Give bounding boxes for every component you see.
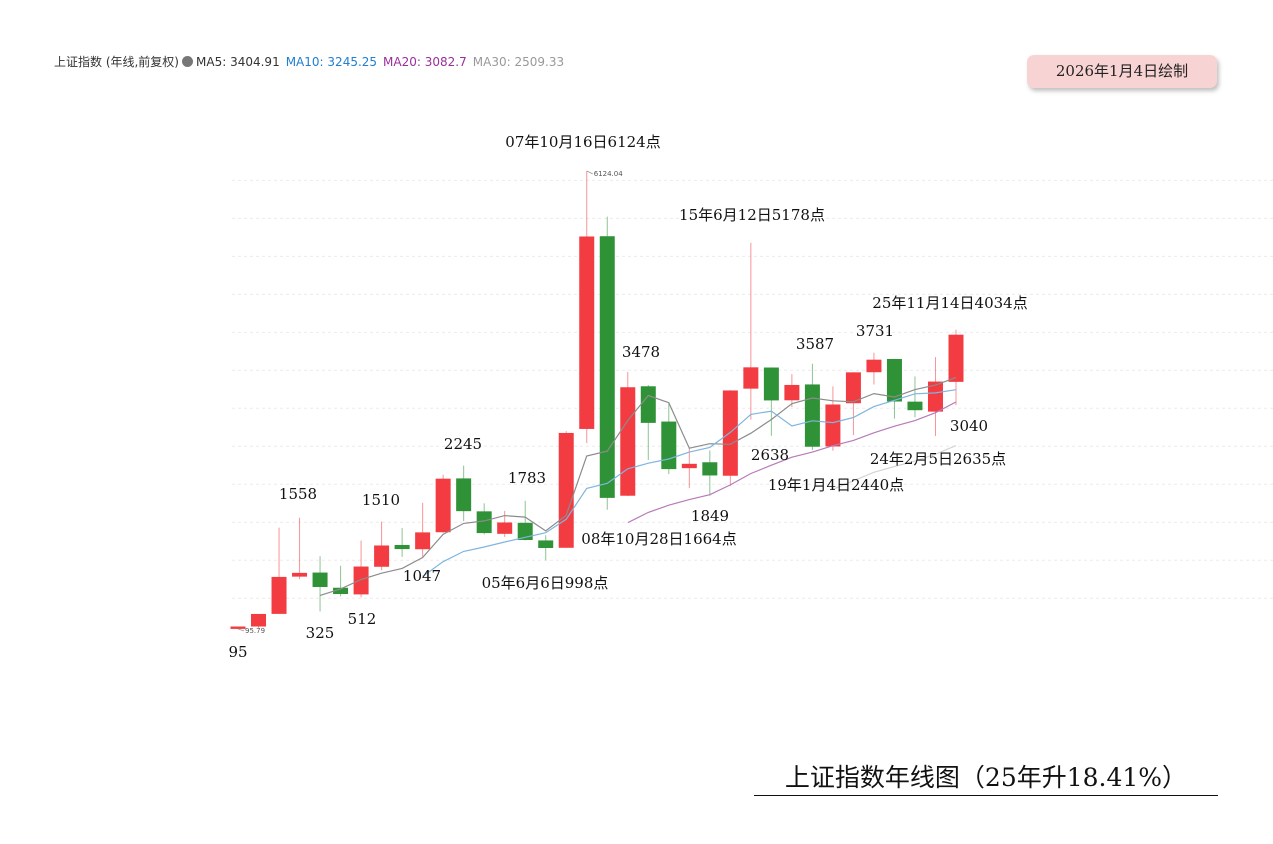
candle-body <box>292 572 308 577</box>
legend-value: 3082.7 <box>424 55 467 69</box>
candle-body <box>784 384 800 401</box>
candle-body <box>456 478 472 512</box>
ma-line <box>832 445 957 490</box>
candle-body <box>866 359 882 373</box>
candle-body <box>763 367 779 401</box>
ma-line <box>319 376 957 596</box>
candle-body <box>640 386 656 423</box>
candle-body <box>886 358 902 402</box>
legend-item: MA30 2509.33 <box>473 55 564 69</box>
candle-body <box>558 432 574 548</box>
max-marker: 6124.04 <box>594 170 623 178</box>
date-stamp: 2026年1月4日绘制 <box>1027 55 1217 88</box>
legend-value: 3404.91 <box>230 55 280 69</box>
annotation: 1558 <box>279 485 317 503</box>
min-marker: 95.79 <box>245 627 265 635</box>
candle-body <box>907 401 923 411</box>
annotation: 1510 <box>362 491 400 509</box>
legend-name: MA10 <box>286 55 324 69</box>
candle-body <box>845 372 861 404</box>
candle-body <box>415 532 431 550</box>
candle-body <box>825 404 841 447</box>
min-marker-line <box>237 628 245 632</box>
annotation: 2245 <box>444 435 482 453</box>
candle-body <box>271 576 287 614</box>
annotation: 08年10月28日1664点 <box>581 530 736 548</box>
candle-body <box>394 544 410 550</box>
ma-line <box>422 389 957 577</box>
annotation: 1047 <box>403 567 441 585</box>
legend-name: MA5 <box>196 55 226 69</box>
annotation: 25年11月14日4034点 <box>872 294 1027 312</box>
legend-item: MA20 3082.7 <box>383 55 467 69</box>
candle-body <box>230 626 246 629</box>
candle-body <box>927 381 943 412</box>
annotation: 05年6月6日998点 <box>482 574 609 592</box>
annotation: 95 <box>228 643 247 661</box>
candle-body <box>435 478 451 533</box>
candle-body <box>743 367 759 389</box>
annotation: 15年6月12日5178点 <box>679 206 825 224</box>
legend-name: MA20 <box>383 55 421 69</box>
chart-header: 上证指数 (年线,前复权) MA5 3404.91 MA10 3245.25 MA20… <box>54 53 570 70</box>
annotation: 3587 <box>796 335 834 353</box>
ma-line <box>627 401 957 524</box>
candle-body <box>948 334 964 382</box>
candle-body <box>661 421 677 470</box>
candle-body <box>620 387 636 496</box>
candle-body <box>579 236 595 429</box>
annotation: 3478 <box>622 343 660 361</box>
candle-body <box>599 236 615 498</box>
legend-name: MA30 <box>473 55 511 69</box>
candle-body <box>702 462 718 476</box>
annotation: 3731 <box>856 322 894 340</box>
header-title: 上证指数 (年线,前复权) <box>54 55 179 69</box>
chart-title: 上证指数年线图（25年升18.41%） <box>754 758 1218 796</box>
candle-body <box>312 572 328 587</box>
annotation: 512 <box>348 610 377 628</box>
candle-body <box>681 463 697 469</box>
annotation: 24年2月5日2635点 <box>870 450 1006 468</box>
candle-body <box>804 384 820 447</box>
candle-body <box>476 511 492 534</box>
annotation: 2638 <box>751 446 789 464</box>
header-icon <box>182 56 193 67</box>
legend-item: MA5 3404.91 <box>196 55 280 69</box>
annotation: 3040 <box>950 417 988 435</box>
max-marker-line <box>586 170 593 175</box>
annotation: 325 <box>306 624 335 642</box>
legend-value: 3245.25 <box>327 55 378 69</box>
annotation: 1783 <box>508 469 546 487</box>
candle-body <box>497 522 513 534</box>
candle-body <box>374 545 390 567</box>
annotation: 07年10月16日6124点 <box>505 133 660 151</box>
legend-item: MA10 3245.25 <box>286 55 377 69</box>
candle-body <box>251 613 267 627</box>
annotation: 19年1月4日2440点 <box>768 476 904 494</box>
candle-body <box>333 587 349 595</box>
legend-value: 2509.33 <box>514 55 565 69</box>
annotation: 1849 <box>691 507 729 525</box>
candle-body <box>517 522 533 540</box>
candle-body <box>353 566 369 595</box>
candle-body <box>538 540 554 548</box>
